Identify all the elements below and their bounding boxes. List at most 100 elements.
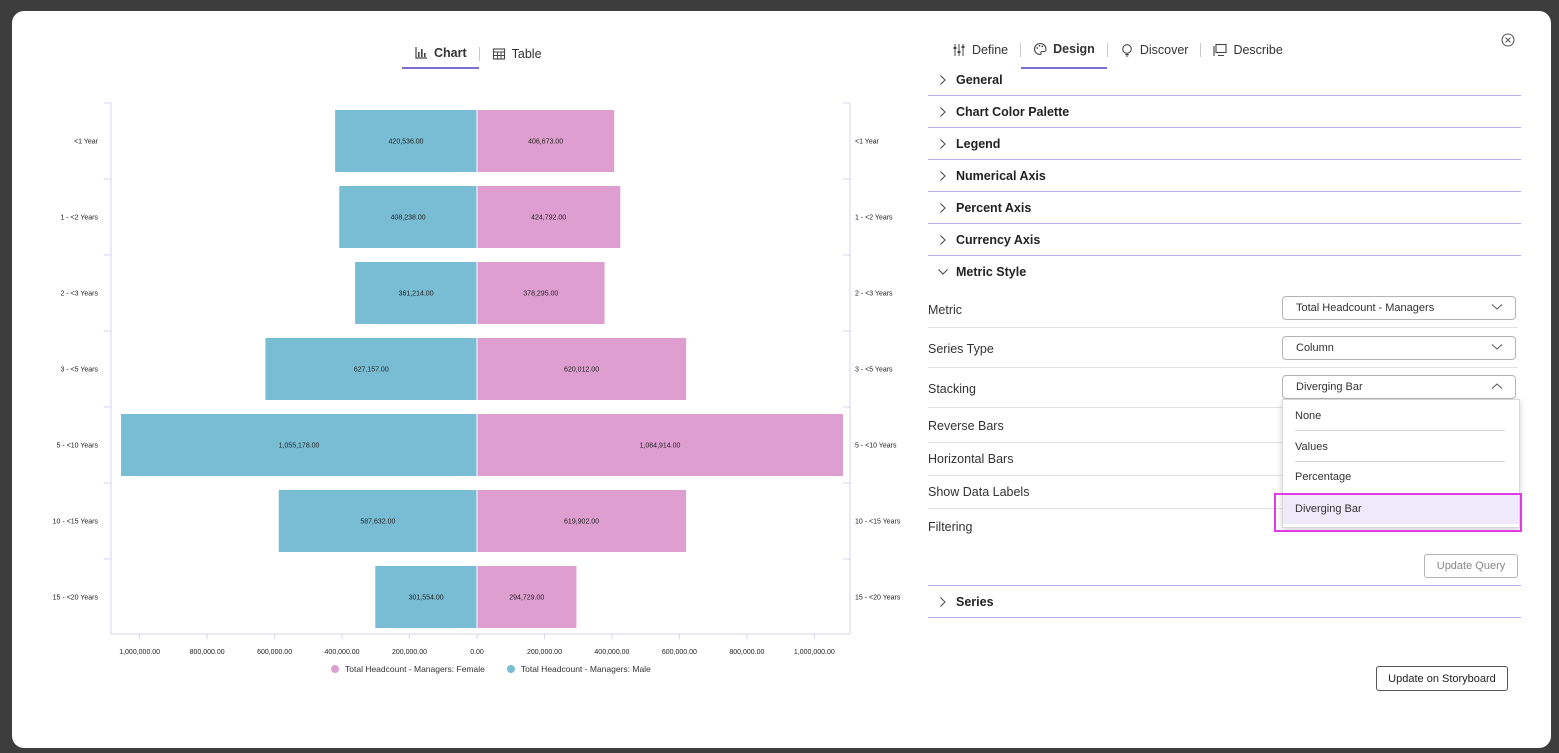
section-metric-style-label: Metric Style bbox=[956, 264, 1027, 279]
legend-item-female[interactable]: Total Headcount - Managers: Female bbox=[331, 664, 485, 674]
category-label-right: 15 - <20 Years bbox=[855, 595, 901, 602]
chevron-down-icon bbox=[1491, 304, 1503, 310]
x-tick-label: 200,000.00 bbox=[392, 649, 427, 656]
view-tabs: Chart Table bbox=[402, 38, 554, 70]
tab-chart[interactable]: Chart bbox=[402, 39, 479, 69]
data-label-male: 420,536.00 bbox=[389, 139, 424, 146]
chevron-down-icon bbox=[930, 268, 956, 276]
legend-item-male[interactable]: Total Headcount - Managers: Male bbox=[506, 664, 651, 674]
stacking-select[interactable]: Diverging Bar bbox=[1282, 375, 1516, 399]
bar-female bbox=[477, 490, 687, 552]
tab-chart-label: Chart bbox=[434, 46, 467, 60]
bar-female bbox=[477, 110, 615, 172]
tab-describe-label: Describe bbox=[1233, 43, 1283, 57]
lightbulb-icon bbox=[1121, 44, 1132, 57]
table-icon bbox=[492, 48, 505, 60]
section-series[interactable]: Series bbox=[928, 585, 1521, 618]
category-label-right: 3 - <5 Years bbox=[855, 367, 893, 374]
legend-label-female: Total Headcount - Managers: Female bbox=[345, 664, 485, 674]
category-label-left: 2 - <3 Years bbox=[60, 291, 98, 298]
category-label-right: 10 - <15 Years bbox=[855, 519, 901, 526]
legend-swatch-male bbox=[506, 665, 515, 673]
metric-select[interactable]: Total Headcount - Managers bbox=[1282, 296, 1516, 320]
section-metric-style[interactable]: Metric Style bbox=[928, 256, 1521, 287]
stacking-select-value: Diverging Bar bbox=[1296, 381, 1363, 393]
chevron-right-icon bbox=[930, 74, 956, 86]
section-legend[interactable]: Legend bbox=[928, 128, 1521, 160]
section-percent-axis-label: Percent Axis bbox=[956, 200, 1032, 215]
section-legend-label: Legend bbox=[956, 136, 1001, 151]
data-label-male: 1,055,178.00 bbox=[279, 443, 320, 450]
chevron-right-icon bbox=[930, 202, 956, 214]
tab-discover[interactable]: Discover bbox=[1108, 31, 1201, 69]
reverse-bars-label: Reverse Bars bbox=[928, 418, 1004, 433]
chevron-down-icon bbox=[1491, 344, 1503, 350]
x-tick-label: 800,000.00 bbox=[729, 649, 764, 656]
tab-define[interactable]: Define bbox=[940, 31, 1020, 69]
section-currency-axis[interactable]: Currency Axis bbox=[928, 224, 1521, 256]
x-tick-label: 200,000.00 bbox=[527, 649, 562, 656]
stacking-option-diverging-bar[interactable]: Diverging Bar bbox=[1283, 493, 1519, 524]
legend-label-male: Total Headcount - Managers: Male bbox=[520, 664, 651, 674]
storyboard-icon bbox=[1213, 43, 1228, 57]
section-chart-color-palette[interactable]: Chart Color Palette bbox=[928, 96, 1521, 128]
update-query-button[interactable]: Update Query bbox=[1424, 554, 1518, 578]
bar-male bbox=[335, 110, 477, 172]
bar-male bbox=[278, 490, 477, 552]
tab-divider bbox=[1106, 43, 1108, 57]
tab-design[interactable]: Design bbox=[1021, 31, 1107, 69]
diverging-bar-chart: 420,536.00 406,673.00 <1 Year <1 Year 408,23… bbox=[53, 102, 901, 656]
data-label-male: 627,157.00 bbox=[354, 367, 389, 374]
section-currency-axis-label: Currency Axis bbox=[956, 232, 1041, 247]
category-label-right: <1 Year bbox=[855, 139, 880, 146]
data-label-female: 378,295.00 bbox=[523, 291, 558, 298]
category-label-left: 15 - <20 Years bbox=[53, 595, 99, 602]
stacking-label: Stacking bbox=[928, 381, 976, 396]
bar-male bbox=[121, 414, 477, 476]
section-percent-axis[interactable]: Percent Axis bbox=[928, 192, 1521, 224]
section-numerical-axis-label: Numerical Axis bbox=[956, 168, 1046, 183]
close-icon[interactable] bbox=[1500, 32, 1516, 48]
tab-describe[interactable]: Describe bbox=[1201, 31, 1294, 69]
data-label-male: 301,554.00 bbox=[409, 595, 444, 602]
horizontal-bars-label: Horizontal Bars bbox=[928, 451, 1014, 466]
row-series-type: Series Type bbox=[928, 330, 1518, 368]
update-on-storyboard-button[interactable]: Update on Storyboard bbox=[1376, 666, 1508, 691]
section-general[interactable]: General bbox=[928, 64, 1521, 96]
section-numerical-axis[interactable]: Numerical Axis bbox=[928, 160, 1521, 192]
row-filtering: Filtering bbox=[928, 508, 1518, 546]
show-data-labels-label: Show Data Labels bbox=[928, 484, 1030, 499]
row-reverse-bars: Reverse Bars bbox=[928, 409, 1518, 443]
data-label-female: 620,012.00 bbox=[564, 367, 599, 374]
x-tick-label: 1,000,000.00 bbox=[794, 649, 835, 656]
category-label-left: 10 - <15 Years bbox=[53, 519, 99, 526]
data-label-female: 1,084,914.00 bbox=[640, 443, 681, 450]
chevron-right-icon bbox=[930, 596, 956, 608]
chart-legend: Total Headcount - Managers: Female Total… bbox=[331, 664, 651, 674]
category-label-left: <1 Year bbox=[74, 139, 99, 146]
stacking-option-percentage[interactable]: Percentage bbox=[1295, 471, 1352, 483]
tab-define-label: Define bbox=[972, 43, 1009, 57]
tab-table-label: Table bbox=[511, 47, 542, 61]
tab-table[interactable]: Table bbox=[480, 39, 554, 69]
data-label-male: 361,214.00 bbox=[399, 291, 434, 298]
data-label-male: 408,238.00 bbox=[391, 215, 426, 222]
tab-divider bbox=[478, 47, 480, 61]
section-chart-color-palette-label: Chart Color Palette bbox=[956, 104, 1070, 119]
bar-chart-icon bbox=[415, 47, 427, 59]
stacking-option-values[interactable]: Values bbox=[1283, 432, 1519, 462]
section-series-label: Series bbox=[956, 594, 994, 609]
metric-label: Metric bbox=[928, 303, 963, 317]
data-label-female: 619,902.00 bbox=[564, 519, 599, 526]
row-metric: Metric bbox=[928, 293, 1518, 328]
series-type-select[interactable]: Column bbox=[1282, 336, 1516, 360]
tab-design-label: Design bbox=[1053, 42, 1095, 56]
series-section-wrap: Series bbox=[928, 585, 1521, 618]
section-general-label: General bbox=[956, 72, 1003, 87]
tab-discover-label: Discover bbox=[1139, 43, 1189, 57]
data-label-female: 424,792.00 bbox=[531, 215, 566, 222]
bar-male bbox=[339, 186, 477, 248]
category-label-left: 3 - <5 Years bbox=[60, 367, 98, 374]
stacking-option-none[interactable]: None bbox=[1283, 401, 1519, 431]
x-tick-label: 1,000,000.00 bbox=[119, 649, 160, 656]
